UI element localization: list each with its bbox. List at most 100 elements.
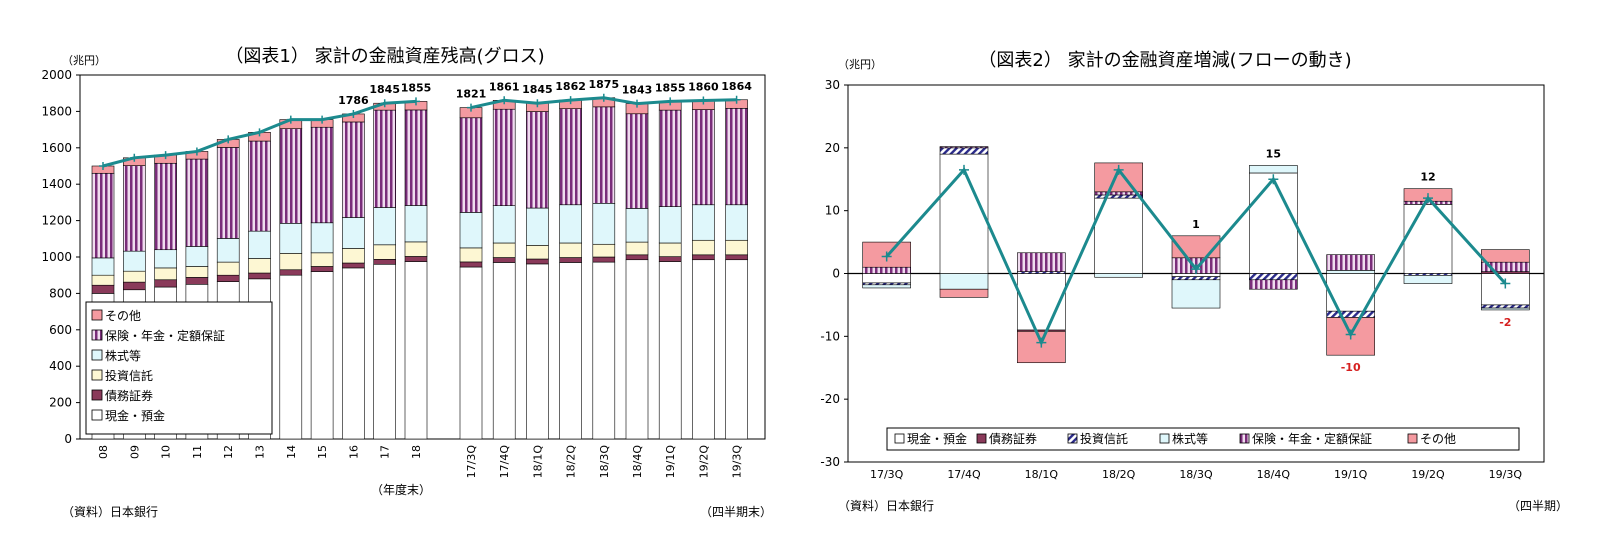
chart1-legend-label: 現金・預金 (105, 408, 165, 423)
chart2-data-label: -2 (1499, 316, 1511, 329)
chart2-x-tick-label: 18/1Q (1025, 468, 1059, 481)
chart1-bar-segment (492, 257, 516, 263)
chart1-line-marker (533, 99, 542, 108)
chart1-line-marker (130, 153, 139, 162)
chart2-legend-label: 保険・年金・定額保証 (1252, 431, 1372, 446)
chart1-legend-label: その他 (105, 309, 141, 323)
chart1-x-tick-label: 19/3Q (731, 445, 744, 479)
chart1-bar-segment (559, 242, 582, 258)
chart1-legend-label: 株式等 (105, 348, 141, 363)
chart2-legend-box (886, 427, 1520, 451)
chart2-line-marker (881, 251, 892, 262)
chart1-data-label: 1862 (555, 80, 586, 93)
chart2-legend: 現金・預金 債務証券 投資信託 株式等 保険・年金・定額保証 その他 (886, 427, 1520, 451)
chart1-bar-segment (592, 261, 616, 440)
chart1-bar-segment (559, 204, 582, 244)
chart1-bar-segment (592, 256, 616, 263)
chart1-x-tick-label: 17/3Q (465, 445, 478, 479)
chart1-bar-segment (658, 206, 682, 244)
chart2-bars (862, 146, 1530, 364)
chart1-bar-segment (279, 269, 303, 276)
chart2-bar-segment (1249, 273, 1298, 281)
chart1-y-tick-label: 1800 (41, 104, 72, 118)
chart1-line-marker (467, 103, 475, 112)
chart1-x-tick-label: 14 (285, 445, 298, 459)
chart1-bar-segment (559, 262, 582, 440)
chart1-x-tick-label: 19/2Q (697, 445, 710, 479)
chart1-bar-segment (658, 109, 682, 207)
chart2-bar-segment (1326, 270, 1375, 274)
chart1-bar-segment (559, 108, 582, 206)
chart1-bar-segment (692, 259, 715, 440)
chart1-bar-segment (725, 204, 748, 241)
chart1-x-tick-label: 17/4Q (498, 445, 511, 479)
chart1-y-axis: 0 200 400 600 800 1000 1200 1400 1600 1800 2000 (41, 68, 80, 446)
chart1-bar-segment (373, 263, 397, 440)
chart1-bar-segment (492, 262, 516, 440)
chart1-bar-segment (658, 256, 682, 262)
chart1-bar-segment (185, 277, 209, 285)
chart1-bar-segment (91, 172, 115, 259)
chart1-bar-segment (625, 113, 649, 209)
chart1-bar-segment (123, 270, 146, 283)
chart1-bar-segment (91, 274, 115, 286)
chart1-bar-segment (279, 253, 303, 271)
chart1-bar-segment (625, 254, 649, 261)
chart1-bar-segment (248, 140, 271, 232)
chart2-bar-segment (939, 147, 989, 155)
chart2-y-tick-label: 30 (825, 78, 840, 92)
chart1-bar-segment (725, 239, 748, 256)
chart1-y-unit: （兆円） (62, 54, 106, 67)
chart2-bar-segment (939, 273, 989, 290)
chart2-bar-segment (1017, 252, 1066, 272)
chart1-bar-segment (373, 109, 397, 208)
chart2-legend-swatch (894, 433, 905, 444)
chart1-bar-segment (526, 258, 549, 265)
chart2-total-line (881, 164, 1511, 348)
chart2-data-labels: 1 15 -10 12 -2 (1192, 147, 1511, 374)
chart1-total-line (99, 93, 741, 170)
chart1-line-marker (732, 95, 741, 104)
chart1-bar-segment (459, 247, 483, 263)
chart1-y-tick-label: 1200 (41, 214, 72, 228)
chart1-data-label: 1821 (456, 88, 487, 101)
chart1-x-axis: 08 09 10 11 12 13 14 15 16 17 18 17/3Q 17/4Q 18/1Q 18/… (97, 445, 744, 479)
chart1-bar-segment (185, 158, 209, 247)
chart1-x-tick-label: 18 (410, 445, 423, 459)
chart1-x-tick-label: 12 (222, 445, 235, 459)
chart1-bar-segment (526, 207, 549, 246)
chart1-y-tick-label: 1400 (41, 177, 72, 191)
chart1-bar-segment (592, 106, 616, 204)
chart2-legend-swatch (1159, 433, 1170, 444)
chart1-line-marker (380, 99, 389, 108)
chart2-bar-segment (1481, 273, 1530, 306)
chart2-bar-segment (862, 266, 911, 274)
chart2-x-tick-label: 19/1Q (1334, 468, 1368, 481)
chart1-data-label: 1855 (401, 81, 432, 94)
chart1-data-label: 1864 (721, 80, 752, 93)
chart1-y-tick-label: 2000 (41, 68, 72, 82)
chart2-y-unit: （兆円） (838, 58, 882, 71)
chart2-legend-label: 現金・預金 (907, 431, 967, 446)
chart2-y-tick-label: 10 (825, 204, 840, 218)
chart2-line-marker (1191, 264, 1201, 275)
chart-household-assets-flow: （図表2） 家計の金融資産増減(フローの動き) （兆円） -30 -20 -10 0 1… (820, 50, 1568, 513)
chart1-y-tick-label: 400 (49, 359, 72, 373)
chart1-line-marker (699, 96, 708, 105)
chart1-bar-segment (373, 244, 397, 260)
chart1-bar-segment (216, 238, 240, 263)
chart2-x-tick-label: 19/2Q (1411, 468, 1445, 481)
chart2-y-tick-label: -20 (820, 392, 840, 406)
chart1-data-label: 1845 (522, 83, 553, 96)
chart1-bar-segment (310, 222, 334, 254)
chart1-bar-segment (342, 217, 365, 249)
chart1-bar-segment (248, 272, 271, 280)
chart1-x-tick-label: 10 (160, 445, 173, 459)
chart2-bar-segment (1249, 279, 1298, 290)
chart1-bar-segment (625, 208, 649, 243)
chart1-quarterly-caption: （四半期末） (700, 505, 772, 519)
chart1-line-marker (286, 115, 295, 124)
chart1-bar-segment (154, 162, 177, 251)
chart1-legend-label: 保険・年金・定額保証 (105, 328, 225, 343)
